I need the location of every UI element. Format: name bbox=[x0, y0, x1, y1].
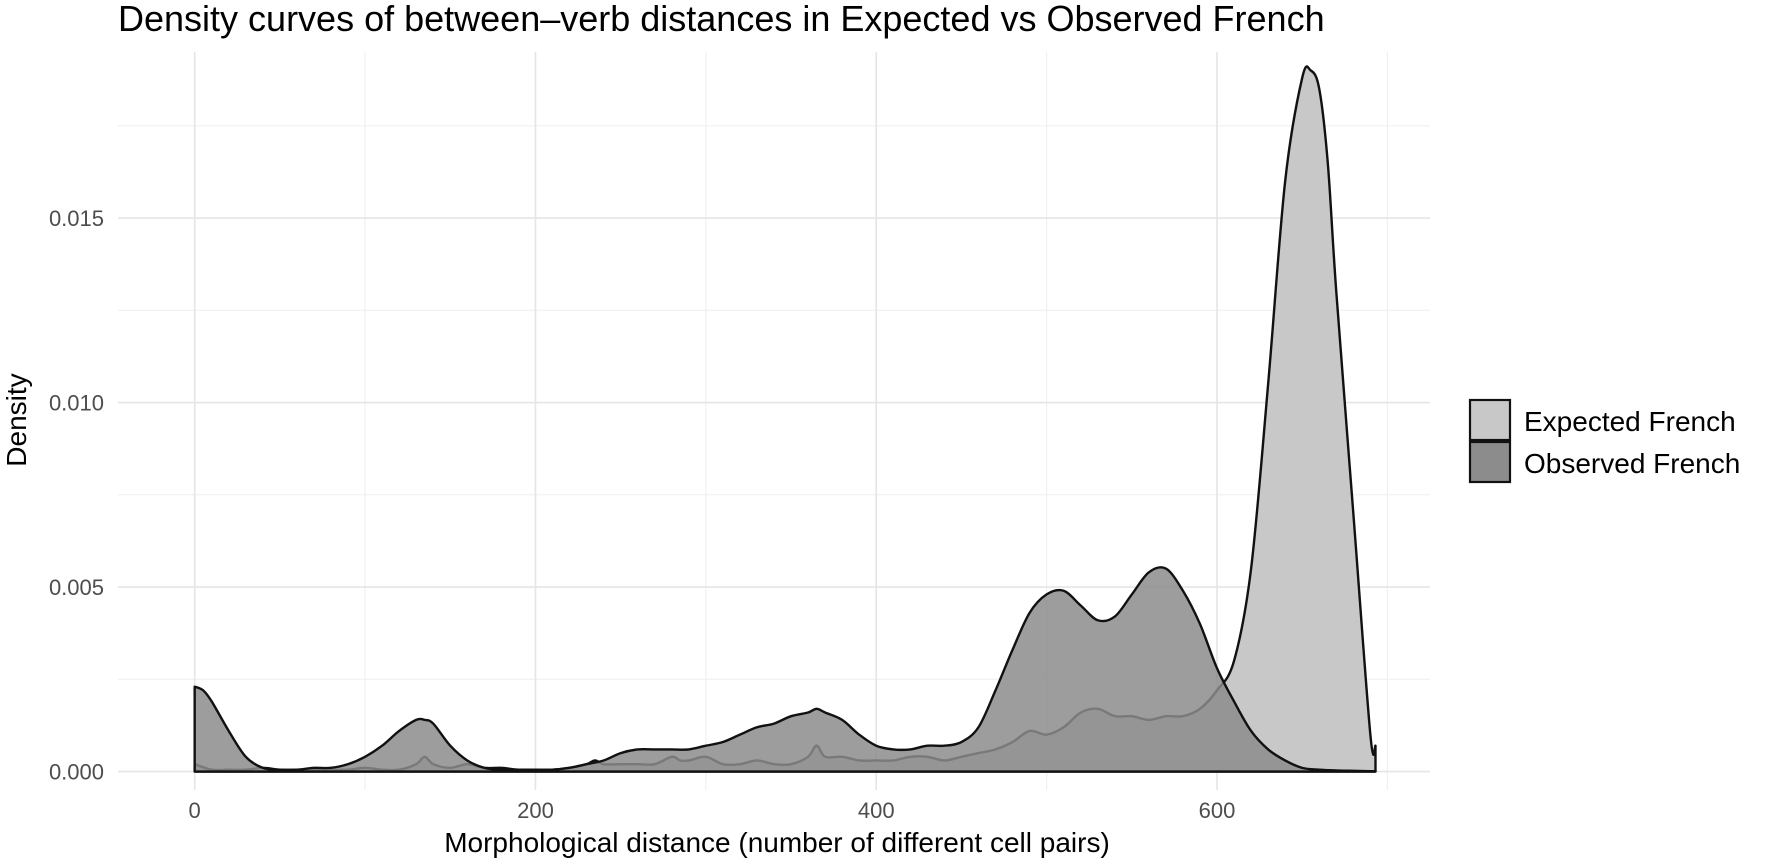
chart-title: Density curves of between–verb distances… bbox=[118, 0, 1325, 39]
observed-french-legend-label: Observed French bbox=[1524, 448, 1740, 479]
y-axis-title: Density bbox=[1, 373, 32, 466]
density-areas bbox=[193, 65, 1377, 773]
x-tick-label: 200 bbox=[517, 798, 554, 823]
x-tick-label: 400 bbox=[858, 798, 895, 823]
y-tick-label: 0.010 bbox=[49, 391, 104, 416]
axis-ticks: 0 200 400 600 0.000 0.005 0.010 0.015 bbox=[49, 206, 1235, 823]
x-axis-title: Morphological distance (number of differ… bbox=[444, 827, 1110, 858]
y-tick-label: 0.015 bbox=[49, 206, 104, 231]
expected-french-legend-label: Expected French bbox=[1524, 406, 1736, 437]
y-tick-label: 0.005 bbox=[49, 575, 104, 600]
observed-french-legend-swatch bbox=[1468, 440, 1512, 484]
y-tick-label: 0.000 bbox=[49, 760, 104, 785]
legend: Expected French Observed French bbox=[1468, 398, 1740, 484]
observed-french-density-area bbox=[193, 566, 1377, 773]
x-tick-label: 600 bbox=[1199, 798, 1236, 823]
expected-french-legend-swatch bbox=[1468, 398, 1512, 442]
x-tick-label: 0 bbox=[189, 798, 201, 823]
